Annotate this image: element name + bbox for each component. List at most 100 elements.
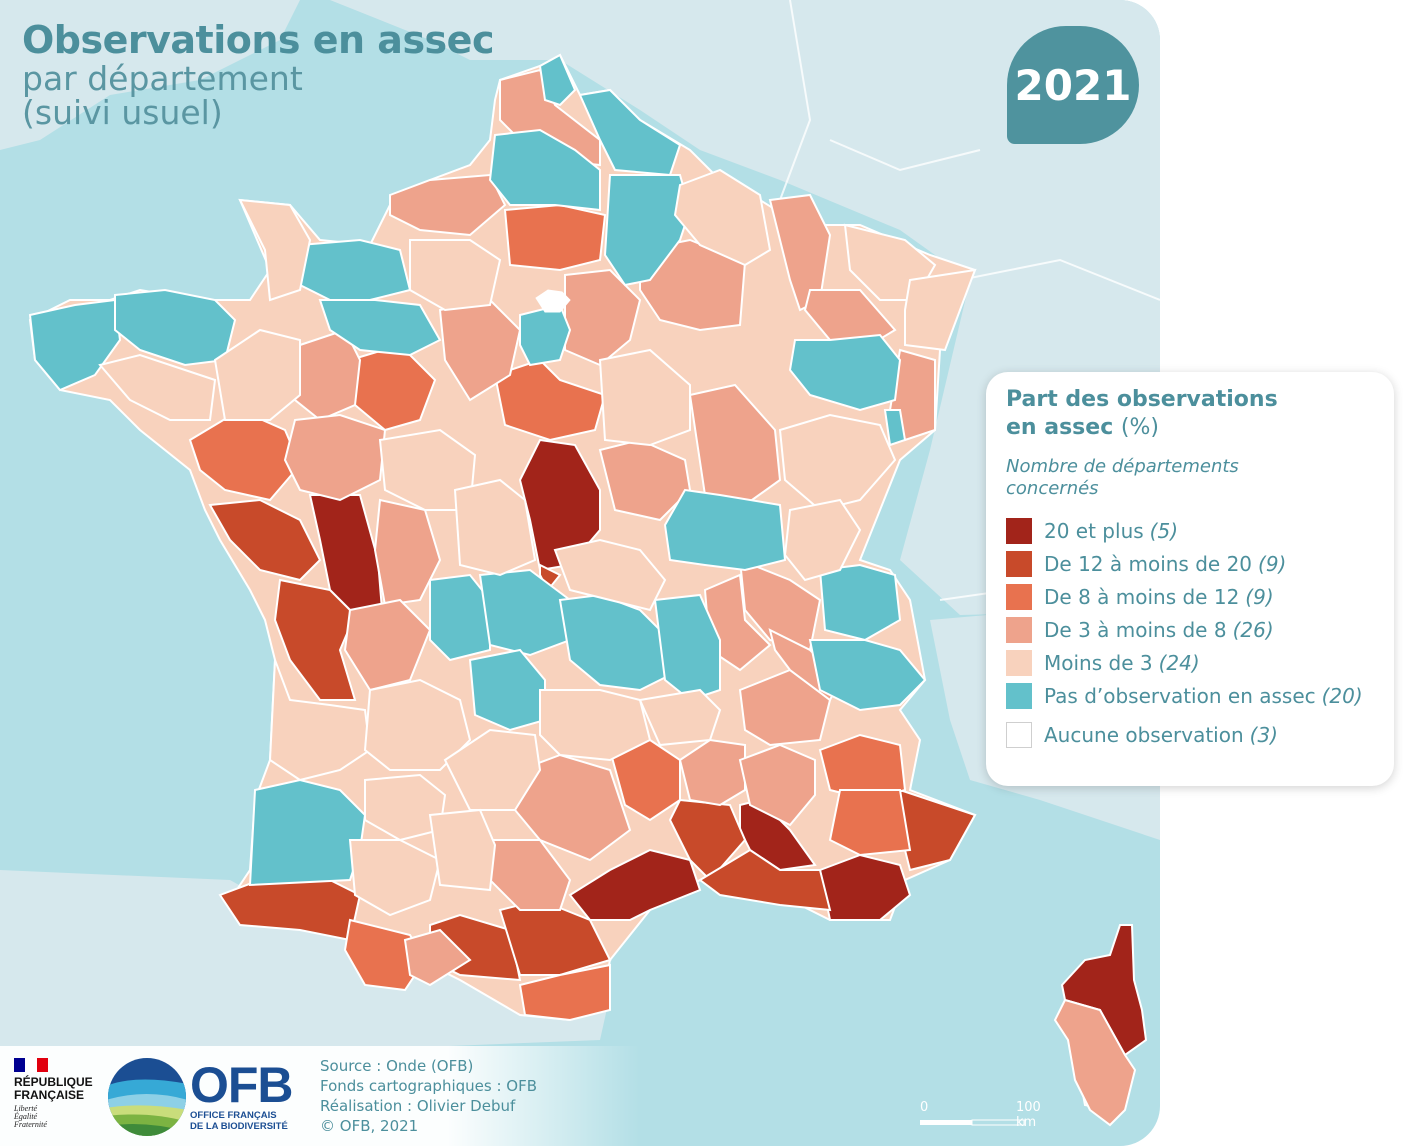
department-shape xyxy=(653,593,721,702)
department-shape xyxy=(883,409,907,447)
legend-swatch xyxy=(1006,649,1032,676)
scale-end: 100 km xyxy=(1016,1100,1041,1130)
department-shape xyxy=(818,563,902,642)
department-shape xyxy=(568,848,702,921)
corsica-2a xyxy=(1053,998,1137,1127)
department-shape xyxy=(663,488,787,572)
department-shape xyxy=(343,918,427,992)
rf-motto-2: Égalité xyxy=(14,1112,38,1121)
department-shape xyxy=(273,578,357,701)
rf-name-line2: FRANÇAISE xyxy=(14,1088,85,1102)
department-shape xyxy=(348,839,442,917)
map-title: Observations en assec xyxy=(22,18,494,62)
legend-swatch xyxy=(1006,721,1032,748)
legend-swatch xyxy=(1006,682,1032,709)
department-shape xyxy=(564,268,642,367)
legend-count: (5) xyxy=(1149,518,1179,543)
department-shape xyxy=(808,639,927,712)
legend-row: Moins de 3 (24) xyxy=(1006,646,1376,679)
department-shape xyxy=(518,963,611,1022)
department-shape xyxy=(248,778,367,887)
france-map xyxy=(0,0,1160,1146)
ofb-fullname-2: DE LA BIODIVERSITÉ xyxy=(190,1121,288,1132)
department-shape xyxy=(238,198,312,302)
legend-row: De 3 à moins de 8 (26) xyxy=(1006,613,1376,646)
legend-title-line1: Part des observations xyxy=(1006,387,1278,412)
department-shape xyxy=(318,299,442,357)
legend-label: De 8 à moins de 12 xyxy=(1044,584,1240,609)
scale-start: 0 xyxy=(920,1100,929,1115)
ofb-logo-text: OFB OFFICE FRANÇAIS DE LA BIODIVERSITÉ xyxy=(190,1057,294,1132)
map-title-block: Observations en assec par département (s… xyxy=(22,18,494,130)
department-shape xyxy=(343,598,432,692)
department-shape xyxy=(503,203,607,272)
legend-title-line2: en assec xyxy=(1006,415,1114,440)
department-shape xyxy=(283,413,387,502)
department-shape xyxy=(299,238,412,301)
ofb-acronym: OFB xyxy=(190,1057,294,1113)
legend-count: (9) xyxy=(1245,584,1274,609)
neighbour-land-uk xyxy=(0,0,300,150)
ofb-globe-icon xyxy=(108,1058,186,1136)
marianne-flag-icon xyxy=(14,1058,48,1072)
department-shape xyxy=(539,689,652,762)
department-shape xyxy=(208,498,322,582)
department-shape xyxy=(598,348,691,447)
department-shape xyxy=(513,753,632,862)
department-shape xyxy=(778,413,897,512)
department-shape xyxy=(788,333,902,412)
legend-panel: Part des observations en assec (%) Nombr… xyxy=(986,372,1394,786)
department-shape xyxy=(28,298,122,392)
legend-count: (20) xyxy=(1321,683,1363,708)
legend-count: (26) xyxy=(1232,617,1274,642)
credits-author: Réalisation : Olivier Debuf xyxy=(320,1097,516,1115)
ofb-fullname-1: OFFICE FRANÇAIS xyxy=(190,1110,277,1121)
department-shape xyxy=(828,789,912,857)
legend-row: Pas d’observation en assec (20) xyxy=(1006,679,1376,712)
department-shape xyxy=(409,239,502,312)
department-shape xyxy=(578,88,682,177)
legend-subtitle-line2: concernés xyxy=(1006,478,1099,499)
department-shape xyxy=(538,53,577,107)
republique-francaise-logo: RÉPUBLIQUE FRANÇAISE Liberté Égalité Fra… xyxy=(14,1058,104,1129)
legend-swatch xyxy=(1006,550,1032,577)
border-line-1 xyxy=(779,0,812,201)
legend-subtitle: Nombre de départements concernés xyxy=(1006,456,1376,500)
department-shape xyxy=(783,498,862,582)
legend-label: Aucune observation xyxy=(1044,722,1244,747)
rf-motto-1: Liberté xyxy=(14,1104,38,1113)
legend-row: De 8 à moins de 12 (9) xyxy=(1006,580,1376,613)
legend-title-unit: (%) xyxy=(1120,415,1159,440)
department-shape xyxy=(429,573,491,662)
department-shape xyxy=(403,928,472,987)
year-badge: 2021 xyxy=(1007,26,1139,144)
legend-count: (24) xyxy=(1158,650,1200,675)
legend-subtitle-line1: Nombre de départements xyxy=(1006,456,1239,477)
department-shape xyxy=(453,478,537,577)
legend-swatch xyxy=(1006,517,1032,544)
legend-label: Pas d’observation en assec xyxy=(1044,683,1316,708)
legend-label: De 3 à moins de 8 xyxy=(1044,617,1227,642)
department-shape xyxy=(818,733,907,802)
map-subtitle: par département xyxy=(22,59,303,98)
legend-swatch xyxy=(1006,616,1032,643)
footer-band xyxy=(0,1046,640,1146)
border-line-2 xyxy=(829,139,981,172)
legend-label: Moins de 3 xyxy=(1044,650,1153,675)
rf-motto-3: Fraternité xyxy=(14,1120,47,1129)
neighbour-land-north xyxy=(330,0,1160,615)
credits-copyright: © OFB, 2021 xyxy=(320,1117,419,1135)
paris-area xyxy=(535,289,571,313)
department-shape xyxy=(698,848,832,912)
department-shape xyxy=(904,268,977,352)
legend-count: (3) xyxy=(1249,722,1278,747)
department-shape xyxy=(603,174,692,287)
legend-row: De 12 à moins de 20 (9) xyxy=(1006,547,1376,580)
department-shape xyxy=(389,173,507,237)
scale-bar-graphic xyxy=(920,1119,1025,1126)
department-shape xyxy=(673,168,772,267)
legend-row: 20 et plus (5) xyxy=(1006,514,1376,547)
border-line-3 xyxy=(959,258,1160,301)
department-shape xyxy=(553,538,667,612)
legend-title: Part des observations en assec (%) xyxy=(1006,386,1376,442)
